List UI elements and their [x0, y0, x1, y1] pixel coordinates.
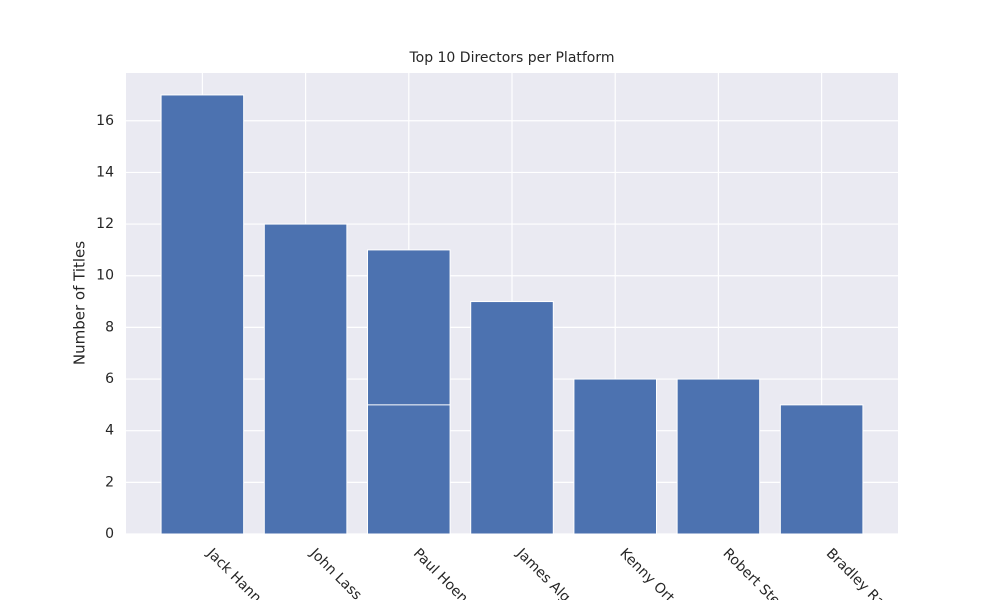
y-tick-label: 2 — [105, 474, 114, 490]
x-tick-label: Robert Ste — [720, 546, 784, 600]
bar — [160, 94, 245, 535]
bar — [367, 404, 451, 535]
y-tick-label: 4 — [105, 423, 114, 439]
x-tick-label: Kenny Ort — [616, 546, 677, 600]
y-tick-label: 8 — [105, 319, 114, 335]
y-tick-label: 6 — [105, 371, 114, 387]
bar — [573, 378, 657, 535]
x-tick-label: James Alg — [512, 545, 573, 600]
x-tick-label: Paul Hoen — [410, 546, 471, 600]
bar — [676, 378, 761, 535]
y-tick-label: 10 — [96, 268, 114, 284]
bar — [263, 223, 348, 535]
y-axis-label: Number of Titles — [71, 241, 89, 365]
y-tick-label: 16 — [96, 113, 114, 129]
y-tick-label: 0 — [105, 526, 114, 542]
x-tick-label: Jack Hann — [203, 545, 264, 600]
y-tick-label: 12 — [96, 216, 114, 232]
y-tick-label: 14 — [96, 164, 114, 180]
x-tick-label: Bradley Ra — [823, 546, 888, 600]
x-tick-label: John Lass — [306, 545, 365, 600]
bar — [470, 301, 554, 535]
chart-title: Top 10 Directors per Platform — [408, 50, 614, 66]
bar — [779, 404, 864, 535]
